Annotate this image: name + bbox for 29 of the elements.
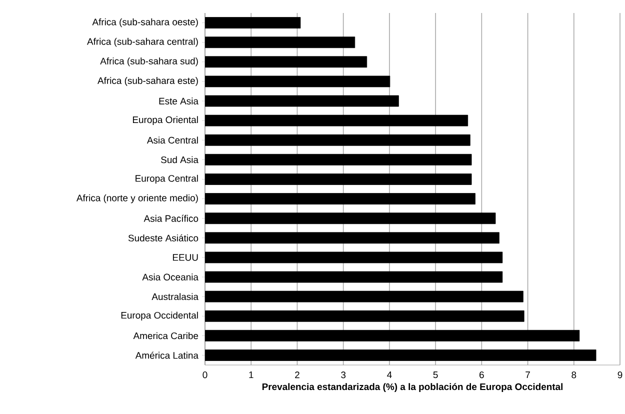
y-tick-label: Africa (sub-sahara oeste) [92, 18, 198, 28]
y-tick-label: Europa Central [136, 174, 198, 184]
x-tick-label: 2 [295, 372, 300, 378]
x-tick-label: 6 [480, 372, 484, 378]
y-tick-label: Asia Central [146, 136, 198, 144]
y-tick-label: Europa Occidental [121, 312, 198, 321]
x-tick-label: 8 [572, 372, 576, 378]
x-tick-label: 7 [526, 372, 530, 378]
y-tick-label: Africa (sub-sahara este) [98, 77, 198, 86]
x-axis-title: Prevalencia estandarizada (%) a la población de Europa Occidental [262, 383, 563, 392]
y-tick-label: Europa Oriental [132, 116, 198, 125]
x-tick-label: 4 [387, 372, 392, 378]
x-tick-label: 1 [249, 372, 254, 378]
y-tick-label: Africa (sub-sahara sud) [100, 57, 198, 66]
y-tick-label: Australasia [152, 293, 198, 300]
x-tick-label: 0 [202, 372, 208, 378]
x-tick-label: 9 [618, 372, 622, 378]
x-tick-label: 5 [433, 372, 438, 378]
y-tick-label: Africa (norte y oriente medio) [76, 194, 198, 204]
y-tick-label: Este Asia [159, 98, 198, 104]
y-tick-label: Sud Asia [161, 156, 198, 164]
y-tick-label: América Latina [135, 352, 198, 359]
y-tick-label: Africa (sub-sahara central) [86, 38, 198, 47]
y-tick-label: EEUU [172, 254, 198, 261]
y-tick-label: Asia Oceania [142, 274, 198, 280]
y-tick-label: Asia Pacífico [144, 214, 198, 222]
x-tick-label: 3 [341, 372, 346, 378]
y-tick-label: Sudeste Asiático [128, 234, 198, 242]
y-tick-label: America Caribe [133, 332, 198, 340]
